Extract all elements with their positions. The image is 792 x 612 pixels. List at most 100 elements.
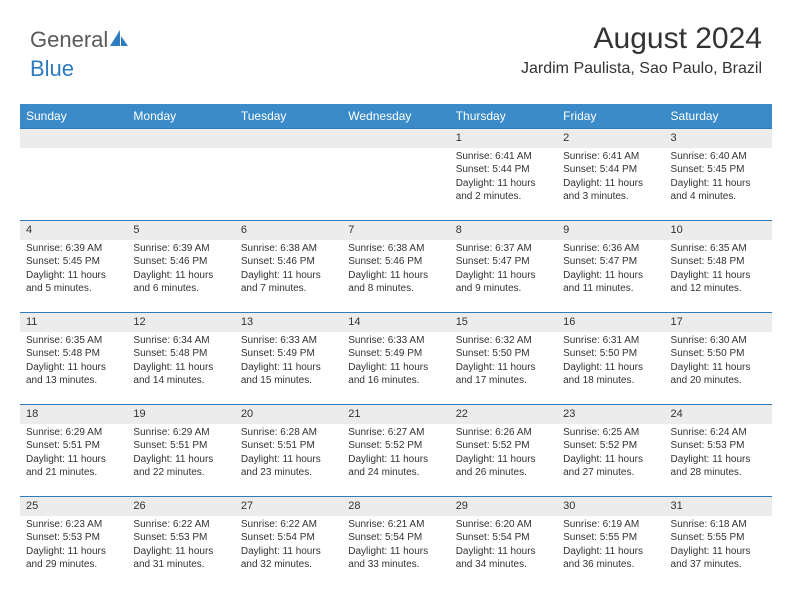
day-details: Sunrise: 6:38 AMSunset: 5:46 PMDaylight:… [235, 240, 342, 302]
daylight-text: Daylight: 11 hours and 9 minutes. [456, 269, 551, 296]
calendar-day-cell: 9Sunrise: 6:36 AMSunset: 5:47 PMDaylight… [557, 221, 664, 313]
calendar-day-cell: 10Sunrise: 6:35 AMSunset: 5:48 PMDayligh… [665, 221, 772, 313]
day-number-empty [127, 129, 234, 148]
sunset-text: Sunset: 5:52 PM [563, 439, 658, 453]
calendar-day-cell: 6Sunrise: 6:38 AMSunset: 5:46 PMDaylight… [235, 221, 342, 313]
brand-logo: General Blue [30, 26, 128, 82]
sunrise-text: Sunrise: 6:41 AM [456, 150, 551, 164]
weekday-header: Friday [557, 104, 664, 129]
calendar-day-cell: 18Sunrise: 6:29 AMSunset: 5:51 PMDayligh… [20, 405, 127, 497]
sunset-text: Sunset: 5:44 PM [456, 163, 551, 177]
day-number: 5 [127, 221, 234, 240]
sunset-text: Sunset: 5:49 PM [241, 347, 336, 361]
weekday-header: Thursday [450, 104, 557, 129]
sunset-text: Sunset: 5:53 PM [671, 439, 766, 453]
day-number: 3 [665, 129, 772, 148]
logo-text-1: General [30, 27, 108, 52]
calendar-day-cell: 7Sunrise: 6:38 AMSunset: 5:46 PMDaylight… [342, 221, 449, 313]
daylight-text: Daylight: 11 hours and 28 minutes. [671, 453, 766, 480]
daylight-text: Daylight: 11 hours and 27 minutes. [563, 453, 658, 480]
sunset-text: Sunset: 5:52 PM [456, 439, 551, 453]
day-number: 10 [665, 221, 772, 240]
daylight-text: Daylight: 11 hours and 13 minutes. [26, 361, 121, 388]
calendar-day-cell: 13Sunrise: 6:33 AMSunset: 5:49 PMDayligh… [235, 313, 342, 405]
sunset-text: Sunset: 5:47 PM [563, 255, 658, 269]
sunrise-text: Sunrise: 6:39 AM [26, 242, 121, 256]
calendar-day-cell [127, 129, 234, 221]
sunrise-text: Sunrise: 6:40 AM [671, 150, 766, 164]
sunset-text: Sunset: 5:49 PM [348, 347, 443, 361]
day-details: Sunrise: 6:41 AMSunset: 5:44 PMDaylight:… [450, 148, 557, 210]
calendar-day-cell: 21Sunrise: 6:27 AMSunset: 5:52 PMDayligh… [342, 405, 449, 497]
sunrise-text: Sunrise: 6:33 AM [241, 334, 336, 348]
day-text-empty [20, 148, 127, 156]
day-details: Sunrise: 6:26 AMSunset: 5:52 PMDaylight:… [450, 424, 557, 486]
location-subtitle: Jardim Paulista, Sao Paulo, Brazil [521, 60, 762, 78]
day-number: 28 [342, 497, 449, 516]
daylight-text: Daylight: 11 hours and 34 minutes. [456, 545, 551, 572]
day-details: Sunrise: 6:22 AMSunset: 5:53 PMDaylight:… [127, 516, 234, 578]
day-details: Sunrise: 6:32 AMSunset: 5:50 PMDaylight:… [450, 332, 557, 394]
day-number: 15 [450, 313, 557, 332]
calendar-week-row: 18Sunrise: 6:29 AMSunset: 5:51 PMDayligh… [20, 405, 772, 497]
calendar-week-row: 11Sunrise: 6:35 AMSunset: 5:48 PMDayligh… [20, 313, 772, 405]
daylight-text: Daylight: 11 hours and 14 minutes. [133, 361, 228, 388]
sunset-text: Sunset: 5:48 PM [671, 255, 766, 269]
day-details: Sunrise: 6:37 AMSunset: 5:47 PMDaylight:… [450, 240, 557, 302]
calendar-week-row: 4Sunrise: 6:39 AMSunset: 5:45 PMDaylight… [20, 221, 772, 313]
day-details: Sunrise: 6:35 AMSunset: 5:48 PMDaylight:… [20, 332, 127, 394]
day-details: Sunrise: 6:39 AMSunset: 5:46 PMDaylight:… [127, 240, 234, 302]
sunset-text: Sunset: 5:55 PM [671, 531, 766, 545]
day-text-empty [235, 148, 342, 156]
day-details: Sunrise: 6:35 AMSunset: 5:48 PMDaylight:… [665, 240, 772, 302]
day-details: Sunrise: 6:19 AMSunset: 5:55 PMDaylight:… [557, 516, 664, 578]
day-details: Sunrise: 6:30 AMSunset: 5:50 PMDaylight:… [665, 332, 772, 394]
day-details: Sunrise: 6:33 AMSunset: 5:49 PMDaylight:… [235, 332, 342, 394]
calendar-day-cell: 2Sunrise: 6:41 AMSunset: 5:44 PMDaylight… [557, 129, 664, 221]
calendar-day-cell: 1Sunrise: 6:41 AMSunset: 5:44 PMDaylight… [450, 129, 557, 221]
day-details: Sunrise: 6:18 AMSunset: 5:55 PMDaylight:… [665, 516, 772, 578]
sunrise-text: Sunrise: 6:32 AM [456, 334, 551, 348]
sunrise-text: Sunrise: 6:19 AM [563, 518, 658, 532]
day-number: 6 [235, 221, 342, 240]
day-details: Sunrise: 6:29 AMSunset: 5:51 PMDaylight:… [20, 424, 127, 486]
calendar-day-cell: 23Sunrise: 6:25 AMSunset: 5:52 PMDayligh… [557, 405, 664, 497]
day-details: Sunrise: 6:38 AMSunset: 5:46 PMDaylight:… [342, 240, 449, 302]
sunset-text: Sunset: 5:51 PM [241, 439, 336, 453]
daylight-text: Daylight: 11 hours and 6 minutes. [133, 269, 228, 296]
sunrise-text: Sunrise: 6:21 AM [348, 518, 443, 532]
day-number: 11 [20, 313, 127, 332]
daylight-text: Daylight: 11 hours and 31 minutes. [133, 545, 228, 572]
daylight-text: Daylight: 11 hours and 24 minutes. [348, 453, 443, 480]
day-text-empty [342, 148, 449, 156]
calendar-day-cell: 29Sunrise: 6:20 AMSunset: 5:54 PMDayligh… [450, 497, 557, 589]
daylight-text: Daylight: 11 hours and 8 minutes. [348, 269, 443, 296]
day-details: Sunrise: 6:41 AMSunset: 5:44 PMDaylight:… [557, 148, 664, 210]
day-details: Sunrise: 6:33 AMSunset: 5:49 PMDaylight:… [342, 332, 449, 394]
daylight-text: Daylight: 11 hours and 12 minutes. [671, 269, 766, 296]
day-number: 8 [450, 221, 557, 240]
day-number: 30 [557, 497, 664, 516]
calendar-day-cell [235, 129, 342, 221]
day-text-empty [127, 148, 234, 156]
sunrise-text: Sunrise: 6:33 AM [348, 334, 443, 348]
daylight-text: Daylight: 11 hours and 17 minutes. [456, 361, 551, 388]
sunset-text: Sunset: 5:53 PM [133, 531, 228, 545]
sunset-text: Sunset: 5:48 PM [26, 347, 121, 361]
weekday-header: Monday [127, 104, 234, 129]
sunset-text: Sunset: 5:50 PM [456, 347, 551, 361]
day-details: Sunrise: 6:20 AMSunset: 5:54 PMDaylight:… [450, 516, 557, 578]
sunset-text: Sunset: 5:46 PM [133, 255, 228, 269]
header-block: August 2024 Jardim Paulista, Sao Paulo, … [521, 22, 762, 78]
day-number: 31 [665, 497, 772, 516]
weekday-header-row: Sunday Monday Tuesday Wednesday Thursday… [20, 104, 772, 129]
month-title: August 2024 [521, 22, 762, 56]
day-number: 14 [342, 313, 449, 332]
day-details: Sunrise: 6:34 AMSunset: 5:48 PMDaylight:… [127, 332, 234, 394]
day-details: Sunrise: 6:28 AMSunset: 5:51 PMDaylight:… [235, 424, 342, 486]
calendar-day-cell: 17Sunrise: 6:30 AMSunset: 5:50 PMDayligh… [665, 313, 772, 405]
weekday-header: Wednesday [342, 104, 449, 129]
day-number: 26 [127, 497, 234, 516]
sunrise-text: Sunrise: 6:20 AM [456, 518, 551, 532]
calendar-day-cell: 31Sunrise: 6:18 AMSunset: 5:55 PMDayligh… [665, 497, 772, 589]
